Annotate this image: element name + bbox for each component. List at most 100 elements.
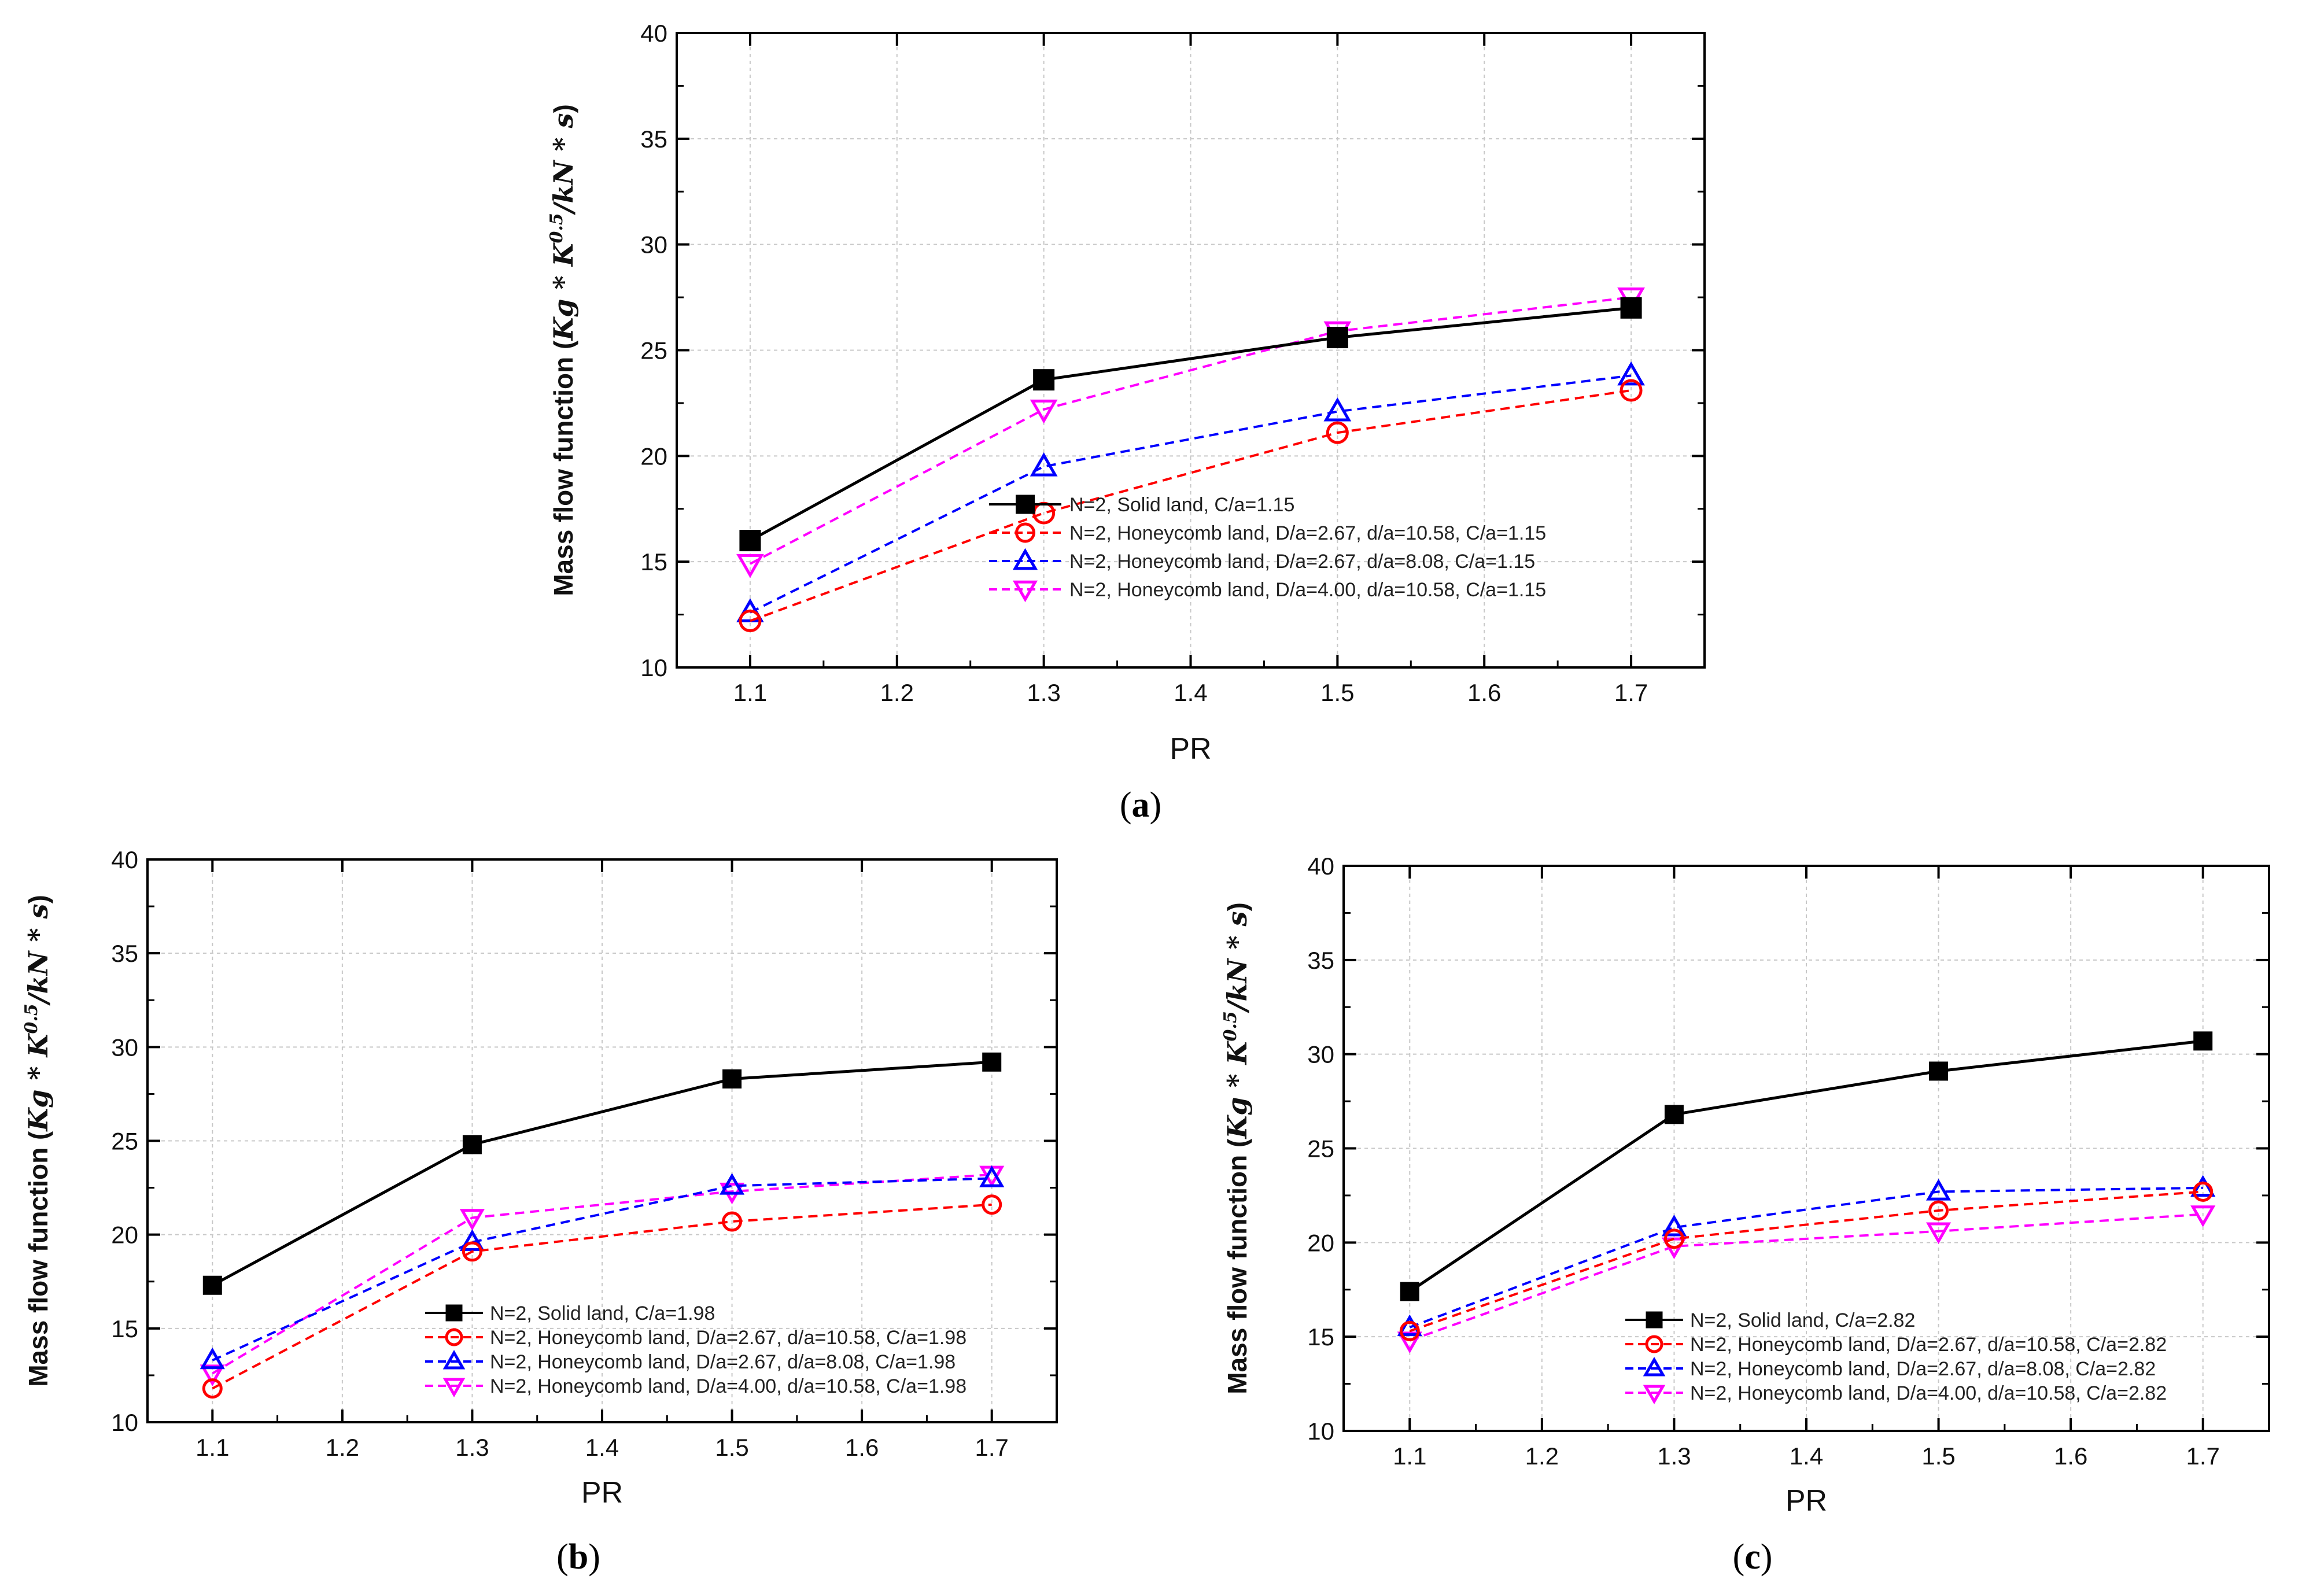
series-2 [1397,1175,2216,1337]
panel-caption: (a) [1120,785,1161,825]
y-tick-label: 15 [640,548,667,575]
y-tick-label: 25 [1307,1135,1334,1163]
legend-label-2: N=2, Honeycomb land, D/a=2.67, d/a=8.08,… [1069,551,1535,573]
x-tick-label: 1.4 [1790,1442,1823,1470]
data-point-1-1 [1663,1228,1684,1249]
data-point-2-1 [1661,1215,1687,1237]
y-tick-label: 15 [111,1315,138,1342]
y-tick-label: 10 [1307,1418,1334,1445]
legend-label-0: N=2, Solid land, C/a=2.82 [1690,1309,1915,1331]
data-point-1-3 [982,1194,1002,1215]
panel-caption: (c) [1733,1537,1773,1577]
legend-label-1: N=2, Honeycomb land, D/a=2.67, d/a=10.58… [1069,522,1546,544]
y-tick-label: 20 [111,1222,138,1249]
chart-panel-a: 10 15 20 25 30 35 40 1.1 1.2 1.3 1.4 1.5 1.6 1.7 PR Mas… [547,20,1706,825]
data-point-1-3 [2193,1181,2214,1202]
legend-label-3: N=2, Honeycomb land, D/a=4.00, d/a=10.58… [1690,1382,2167,1404]
legend-marker-0 [1016,495,1035,514]
data-point-1-0 [202,1378,223,1399]
data-point-2-0 [200,1347,225,1370]
data-point-0-1 [1033,369,1055,391]
series-line-3 [749,296,1632,565]
y-tick-label: 10 [640,654,667,681]
y-tick-label: 15 [1307,1323,1334,1351]
y-tick-label: 30 [640,231,667,259]
data-point-1-2 [1326,421,1349,444]
x-tick-label: 1.1 [1393,1442,1426,1470]
data-point-3-1 [1661,1237,1687,1260]
data-point-1-0 [1399,1320,1420,1341]
series-line-2 [750,374,1632,614]
x-tick-label: 1.7 [2186,1442,2220,1470]
series-1 [1399,1181,2214,1341]
legend-label-0: N=2, Solid land, C/a=1.98 [490,1302,715,1324]
data-point-2-2 [1926,1179,1952,1201]
legend-marker-0 [1646,1311,1663,1329]
data-point-3-1 [459,1209,485,1231]
legend: N=2, Solid land, C/a=1.98 N=2, Honeycomb … [425,1302,967,1397]
series-0 [739,297,1642,552]
legend-marker-3 [442,1378,466,1397]
data-point-0-2 [1326,327,1348,349]
series-1 [202,1194,1002,1399]
x-tick-label: 1.1 [733,679,767,706]
series-line-1 [212,1203,992,1390]
data-point-1-2 [722,1211,743,1232]
legend-label-3: N=2, Honeycomb land, D/a=4.00, d/a=10.58… [490,1375,967,1397]
series-line-1 [1409,1190,2203,1333]
x-tick-label: 1.3 [1657,1442,1691,1470]
x-tick-label: 1.7 [1614,679,1648,706]
data-point-0-0 [1400,1282,1419,1301]
y-tick-label: 30 [111,1034,138,1061]
series-3 [1397,1205,2216,1353]
data-point-2-2 [1323,397,1352,422]
data-point-3-2 [1926,1222,1952,1245]
legend: N=2, Solid land, C/a=1.15 N=2, Honeycomb … [989,494,1546,603]
x-tick-label: 1.6 [2054,1442,2087,1470]
x-tick-label: 1.3 [455,1434,489,1461]
legend-marker-1 [445,1328,463,1346]
legend-marker-3 [1643,1385,1666,1404]
y-tick-label: 25 [640,337,667,364]
x-tick-label: 1.5 [1921,1442,1955,1470]
legend-marker-2 [1643,1357,1666,1377]
y-axis-label: Mass flow function (Kg * K0.5/kN * s) [547,104,579,596]
legend-label-2: N=2, Honeycomb land, D/a=2.67, d/a=8.08,… [490,1351,956,1373]
legend-label-1: N=2, Honeycomb land, D/a=2.67, d/a=10.58… [1690,1334,2167,1356]
chart-panel-b: 10 15 20 25 30 35 40 1.1 1.2 1.3 1.4 1.5 1.6 1.7 PR Mas… [21,846,1058,1577]
series-0 [202,1052,1002,1295]
legend-label-0: N=2, Solid land, C/a=1.15 [1069,494,1294,516]
data-point-2-3 [1617,361,1645,386]
legend-marker-0 [445,1304,463,1322]
data-point-2-3 [979,1165,1005,1187]
series-line-3 [1409,1213,2203,1342]
y-tick-label: 10 [111,1409,138,1436]
data-point-0-0 [202,1275,222,1295]
data-point-3-3 [2190,1205,2216,1227]
data-point-0-3 [1620,297,1642,319]
y-axis-label: Mass flow function (Kg * K0.5/kN * s) [21,895,54,1387]
x-tick-label: 1.5 [715,1434,748,1461]
data-point-2-3 [2190,1175,2216,1197]
data-point-0-1 [1664,1105,1684,1124]
y-tick-label: 40 [1307,853,1334,880]
y-axis-label: Mass flow function (Kg * K0.5/kN * s) [1220,902,1253,1394]
data-point-3-0 [1397,1331,1422,1353]
legend-label-1: N=2, Honeycomb land, D/a=2.67, d/a=10.58… [490,1327,967,1349]
series-line-0 [749,306,1632,542]
y-tick-label: 35 [640,126,667,153]
data-point-3-1 [1030,399,1058,424]
data-point-0-2 [1929,1061,1949,1081]
legend-marker-2 [1012,548,1038,570]
series-line-1 [750,389,1632,622]
series-2 [200,1165,1005,1370]
data-point-1-0 [739,610,762,633]
x-axis-label: PR [1786,1484,1827,1518]
series-line-2 [212,1177,992,1361]
x-tick-label: 1.4 [585,1434,619,1461]
y-tick-label: 30 [1307,1041,1334,1068]
x-tick-label: 1.6 [845,1434,879,1461]
legend-marker-2 [442,1350,466,1370]
